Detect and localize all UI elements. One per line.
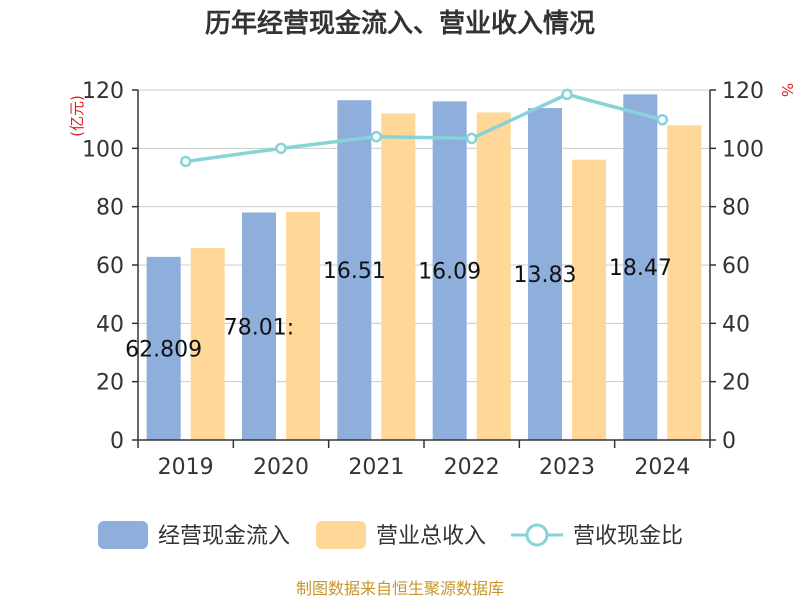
- bar-经营现金流入: [432, 101, 467, 440]
- left-tick-label: 20: [96, 371, 124, 396]
- x-tick-label: 2021: [348, 455, 404, 480]
- data-label: 18.47: [609, 256, 672, 281]
- bar-营业总收入: [381, 113, 416, 440]
- bar-经营现金流入: [242, 212, 276, 440]
- line-point: [656, 114, 669, 126]
- left-tick-label: 40: [96, 312, 124, 337]
- right-tick-label: 120: [722, 79, 764, 104]
- chart-title: 历年经营现金流入、营业收入情况: [205, 8, 595, 39]
- data-label: 16.09: [418, 260, 481, 285]
- axes: 0 20 40 60 80 100 120 0 20 40 60 80 100 120 2019 2020 20…: [82, 79, 764, 480]
- x-tick-label: 2019: [158, 455, 214, 480]
- right-tick-label: 0: [722, 429, 736, 454]
- legend: 经营现金流入 营业总收入 营收现金比: [98, 521, 683, 549]
- data-label: 78.01:: [224, 315, 294, 340]
- bar-营业总收入: [667, 125, 702, 441]
- data-label: 62.809: [125, 337, 202, 362]
- right-tick-label: 100: [722, 137, 764, 162]
- bar-营业总收入: [190, 248, 225, 440]
- line-point: [179, 155, 192, 168]
- right-axis-unit: %: [778, 83, 796, 97]
- data-label: 16.51: [323, 259, 386, 284]
- right-tick-label: 80: [722, 196, 750, 221]
- right-tick-label: 20: [722, 371, 750, 396]
- legend-swatch: [98, 521, 148, 549]
- right-tick-label: 60: [722, 254, 750, 279]
- legend-label: 经营现金流入: [158, 524, 290, 549]
- bar-经营现金流入: [528, 108, 562, 440]
- bar-经营现金流入: [146, 256, 181, 440]
- bar-经营现金流入: [337, 100, 372, 440]
- line-point: [370, 130, 383, 143]
- bar-营业总收入: [286, 211, 320, 440]
- source-note: 制图数据来自恒生聚源数据库: [296, 579, 504, 598]
- left-axis-unit: (亿元): [68, 95, 86, 137]
- left-tick-label: 120: [82, 79, 124, 104]
- x-tick-label: 2020: [253, 455, 309, 480]
- right-tick-label: 40: [722, 312, 750, 337]
- x-tick-label: 2022: [444, 455, 500, 480]
- left-tick-label: 100: [82, 137, 124, 162]
- bar-营业总收入: [572, 159, 606, 441]
- left-tick-label: 80: [96, 196, 124, 221]
- legend-marker: [525, 523, 549, 547]
- legend-label: 营收现金比: [573, 524, 683, 549]
- bar-经营现金流入: [623, 94, 658, 440]
- x-tick-label: 2023: [539, 455, 595, 480]
- line-point: [465, 132, 478, 145]
- legend-swatch: [316, 521, 366, 549]
- bars: [146, 94, 702, 441]
- x-tick-label: 2024: [634, 455, 690, 480]
- data-labels: 62.809 78.01: 16.51 16.09 13.83 18.47: [125, 256, 672, 362]
- left-tick-label: 60: [96, 254, 124, 279]
- bar-营业总收入: [476, 112, 511, 440]
- series-line-营收现金比: [185, 92, 663, 164]
- grid: [138, 89, 710, 383]
- line-point: [275, 142, 287, 155]
- line-series: [179, 88, 669, 168]
- left-tick-label: 0: [110, 429, 124, 454]
- legend-label: 营业总收入: [376, 524, 486, 549]
- line-point: [561, 88, 573, 101]
- data-label: 13.83: [514, 263, 577, 288]
